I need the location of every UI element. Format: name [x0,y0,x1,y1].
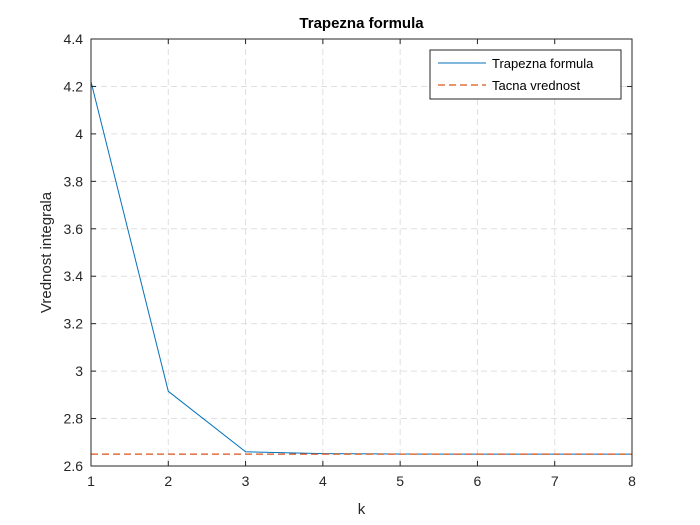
plot-frame [90,38,633,467]
plot-area [91,39,632,466]
legend-label: Trapezna formula [492,56,594,71]
y-axis-label: Vrednost integrala [38,191,55,313]
y-tick-label: 3 [75,363,83,379]
x-tick-label: 3 [242,473,250,489]
y-tick-label: 2.6 [64,458,84,474]
y-tick-label: 2.8 [64,411,84,427]
x-tick-label: 5 [396,473,404,489]
ticks: 1 2 3 4 5 6 7 8 2.6 2.8 3 3.2 3.4 3.6 3.8 4 4.2 4.4 [64,31,637,489]
y-tick-label: 3.2 [64,316,84,332]
legend-label: Tacna vrednost [492,78,581,93]
x-tick-label: 6 [474,473,482,489]
y-tick-label: 3.8 [64,173,84,189]
y-tick-label: 4.2 [64,78,84,94]
x-tick-label: 8 [628,473,636,489]
x-tick-label: 2 [164,473,172,489]
x-axis-label: k [358,501,366,518]
legend-box [429,49,622,100]
x-tick-label: 4 [319,473,327,489]
y-tick-label: 4.4 [64,31,84,47]
x-tick-label: 1 [87,473,95,489]
y-tick-label: 3.6 [64,221,84,237]
chart-title: Trapezna formula [299,15,424,32]
x-tick-label: 7 [551,473,559,489]
legend: Trapezna formula Tacna vrednost [429,49,622,100]
series-layer [90,81,632,455]
y-tick-label: 4 [75,126,83,142]
y-tick-label: 3.4 [64,268,84,284]
